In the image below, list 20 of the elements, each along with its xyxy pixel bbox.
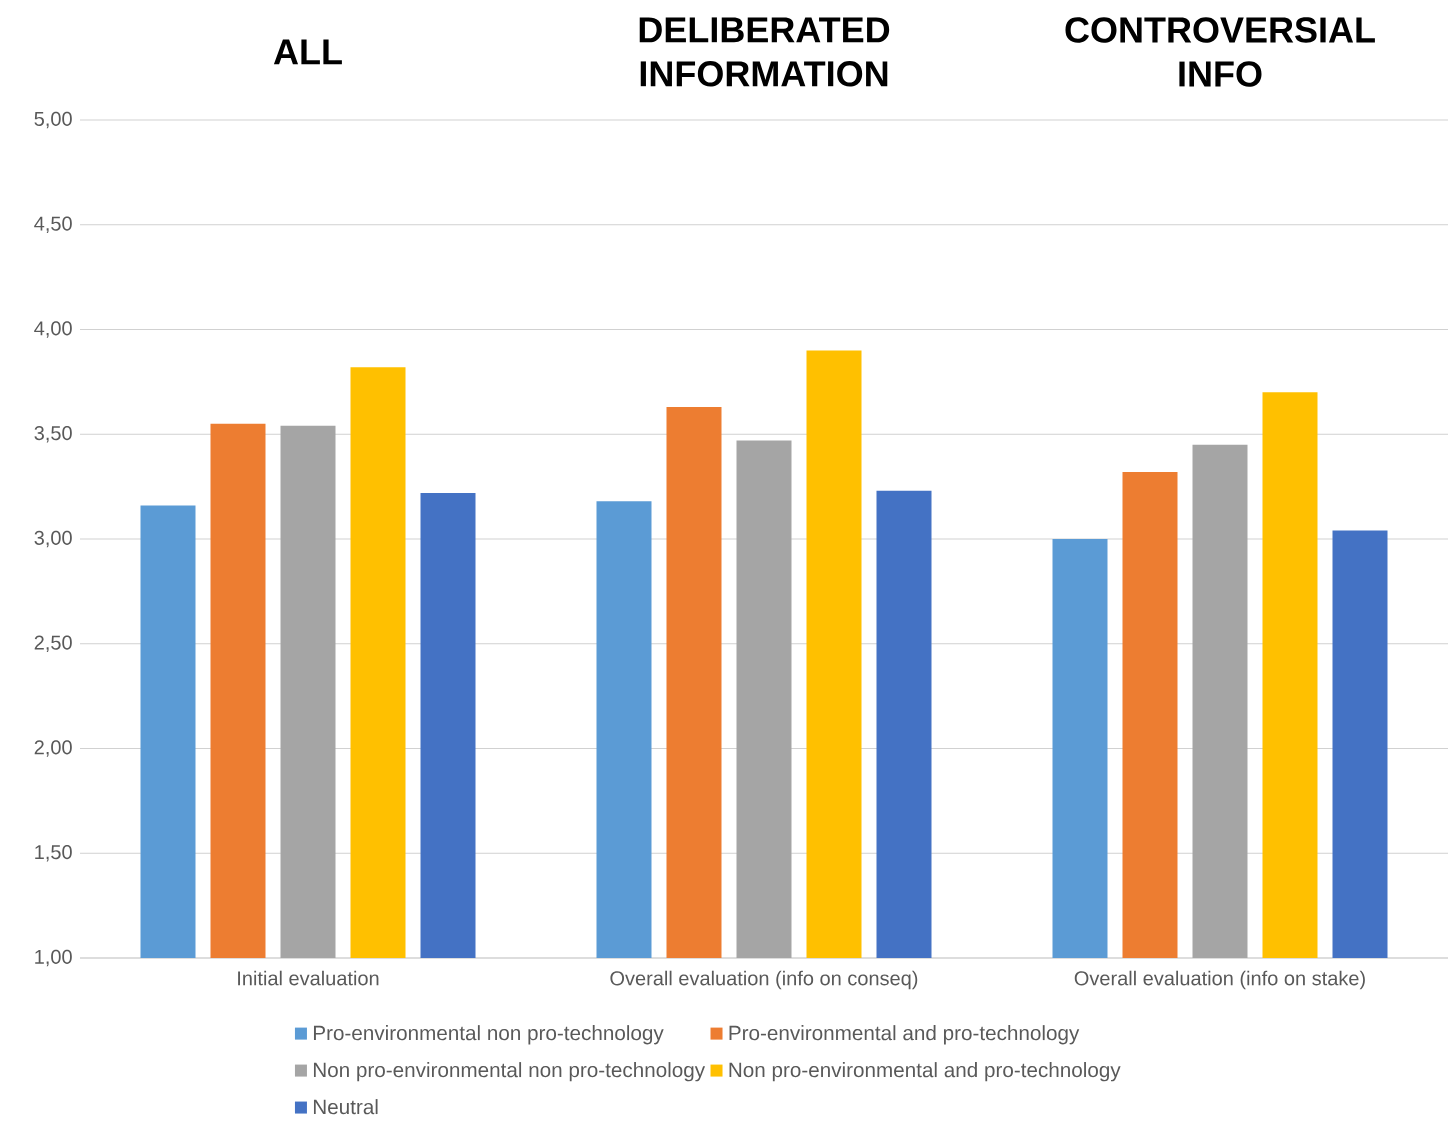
y-tick-label: 1,50 [35,844,72,862]
legend-label: Neutral [313,1099,378,1115]
x-tick-label: Initial evaluation [238,970,379,986]
y-tick-label: 2,00 [34,740,72,757]
y-tick-label: 4,00 [34,321,72,338]
legend-label: Pro-environmental non pro-technology [313,1025,664,1045]
legend-label: Non pro-environmental and pro-technology [729,1062,1121,1082]
y-tick-label: 2,50 [34,635,72,652]
y-tick-label: 4,50 [34,216,72,233]
y-tick-label: 3,00 [34,530,72,548]
text: CONTROVERSIAL INFO [1065,17,1375,87]
text: ALL [273,39,342,65]
y-tick-label: 1,00 [35,949,72,967]
legend-label: Pro-environmental and pro-technology [729,1025,1080,1045]
text: DELIBERATED INFORMATION [639,17,890,87]
x-tick-label: Overall evaluation (info on conseq) [610,970,918,990]
y-tick-label: 5,00 [34,111,72,129]
x-tick-label: Overall evaluation (info on stake) [1074,970,1365,990]
legend-label: Non pro-environmental non pro-technology [313,1062,706,1082]
y-tick-label: 3,50 [34,425,72,443]
